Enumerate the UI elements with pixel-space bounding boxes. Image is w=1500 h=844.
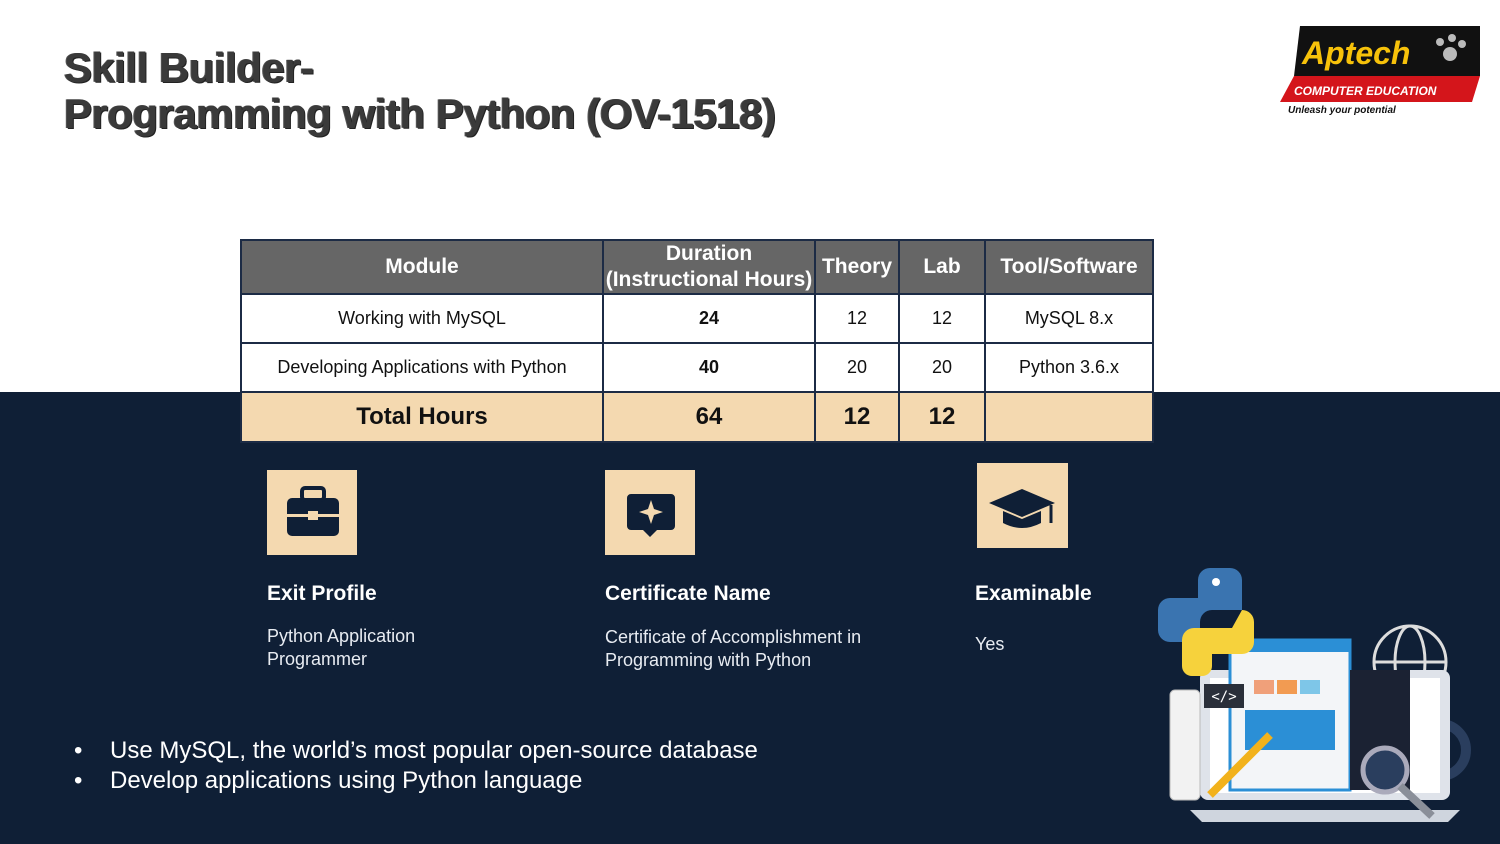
info-line: Certificate of Accomplishment in [605, 627, 862, 647]
bullet: • Develop applications using Python langu… [74, 767, 583, 794]
info-line: Programmer [267, 649, 368, 669]
cell: 20 [814, 342, 900, 393]
title: Skill Builder- [64, 44, 314, 91]
info-text: Yes [975, 633, 1004, 656]
column-header: Theory [814, 239, 900, 295]
total-cell: 64 [602, 391, 816, 443]
hours-table: Module Duration (Instructional Hours) The… [240, 239, 1154, 443]
total-cell [984, 391, 1154, 443]
python-illustration: </> [1158, 568, 1471, 822]
info-text: Certificate of Accomplishment in Programm… [605, 626, 861, 672]
info-line: Programming with Python [605, 650, 812, 670]
column-header: Tool/Software [984, 239, 1154, 295]
certificate-icon [605, 470, 695, 555]
logo-subtitle: COMPUTER EDUCATION [1294, 84, 1437, 98]
logo-brand: Aptech [1301, 35, 1410, 71]
graduation-icon [977, 463, 1068, 548]
logo: Aptech COMPUTER EDUCATION Unleash your p… [1280, 26, 1480, 116]
column-header: Lab [898, 239, 986, 295]
column-header-line: (Instructional Hours) [605, 268, 813, 291]
info-text: Python Application Programmer [267, 625, 415, 671]
bullet: • Use MySQL, the world’s most popular ope… [74, 737, 758, 764]
cell: 40 [602, 342, 816, 393]
bullet-text: Develop applications using Python langua… [110, 767, 583, 794]
title: Programming with Python (OV-1518) [64, 90, 776, 137]
info-heading: Examinable [975, 582, 1092, 605]
cell: Python 3.6.x [984, 342, 1154, 393]
bullet-text: Use MySQL, the world’s most popular open… [110, 737, 758, 764]
info-line: Yes [975, 634, 1005, 654]
cell: 12 [898, 293, 986, 344]
cell: 12 [814, 293, 900, 344]
total-cell: 12 [814, 391, 900, 443]
cell: MySQL 8.x [984, 293, 1154, 344]
info-line: Python Application [267, 626, 416, 646]
briefcase-icon [267, 470, 357, 555]
svg-text:</>: </> [1211, 689, 1236, 705]
cell: 24 [602, 293, 816, 344]
info-heading: Exit Profile [267, 582, 377, 605]
column-header-line: Duration [665, 242, 753, 265]
logo-tagline: Unleash your potential [1288, 105, 1396, 116]
cell: Working with MySQL [240, 293, 604, 344]
column-header: Module [240, 239, 604, 295]
total-cell: Total Hours [240, 391, 604, 443]
total-cell: 12 [898, 391, 986, 443]
cell: Developing Applications with Python [240, 342, 604, 393]
cell: 20 [898, 342, 986, 393]
info-heading: Certificate Name [605, 582, 771, 605]
column-header: Duration (Instructional Hours) [602, 239, 816, 295]
